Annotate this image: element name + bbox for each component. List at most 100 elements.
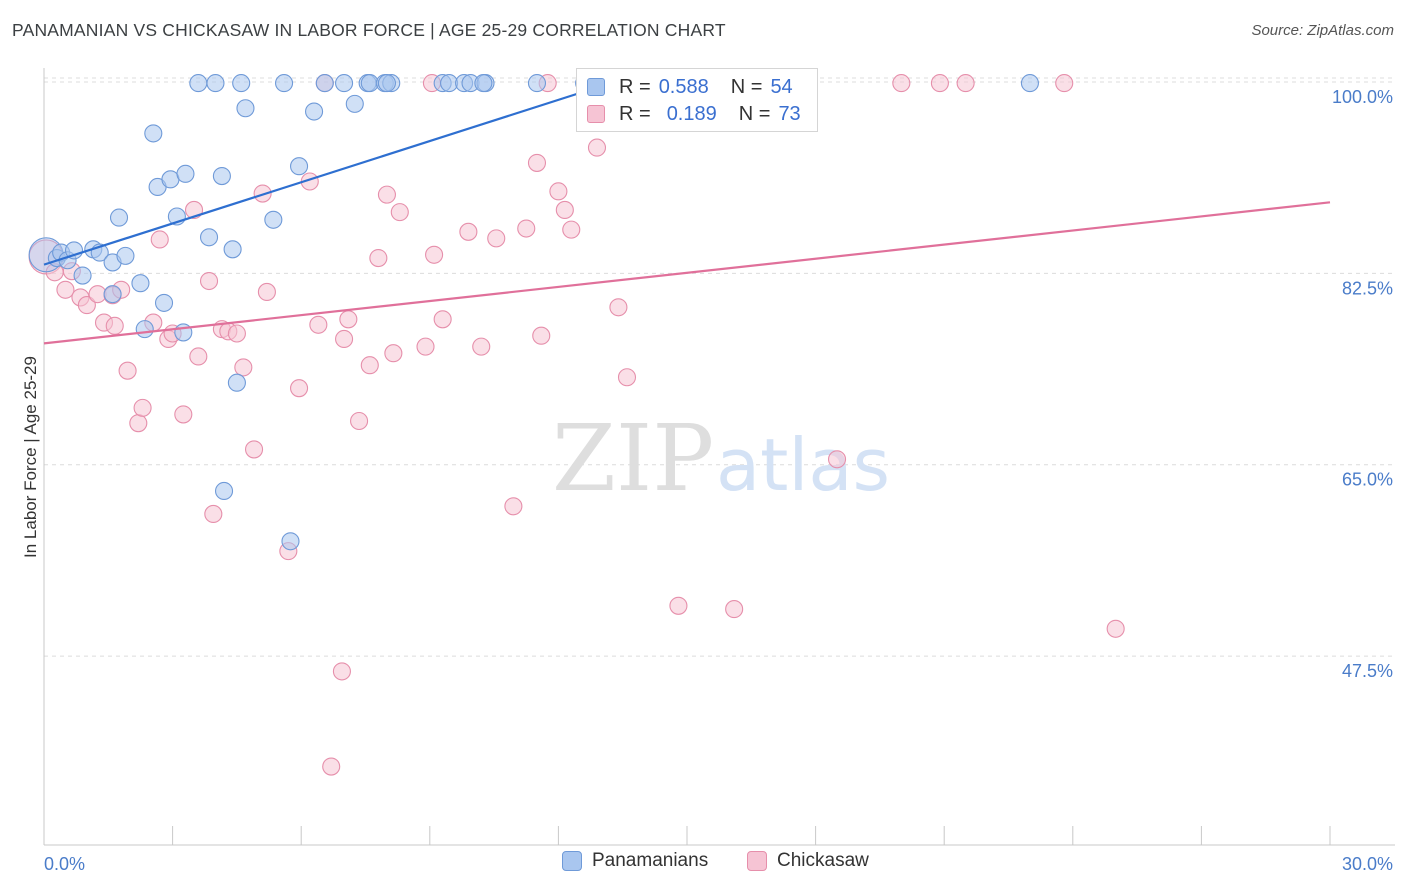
chickasaw-point xyxy=(199,271,219,291)
chickasaw-point xyxy=(133,398,152,417)
chickasaw-point xyxy=(504,497,523,516)
chickasaw-point xyxy=(105,316,124,335)
panamanian-point xyxy=(236,99,255,118)
chickasaw-point xyxy=(609,298,628,317)
panamanian-trend-line xyxy=(43,80,615,266)
chickasaw-point xyxy=(416,337,435,356)
panamanian-point xyxy=(360,74,379,93)
panamanian-point xyxy=(290,157,309,176)
chickasaw-point xyxy=(244,440,264,459)
x-tick-label: 30.0% xyxy=(1342,854,1393,874)
panamanian-point xyxy=(377,74,396,93)
n-label: N = xyxy=(730,75,763,98)
chickasaw-point xyxy=(118,361,137,380)
chickasaw-point xyxy=(150,230,169,249)
chickasaw-point xyxy=(234,358,253,377)
blue-swatch xyxy=(587,78,605,96)
chickasaw-point xyxy=(257,282,276,302)
chickasaw-point xyxy=(555,200,574,219)
chickasaw-trend-line xyxy=(43,201,1331,345)
chickasaw-point xyxy=(77,296,96,315)
chickasaw-point xyxy=(956,74,975,93)
panamanian-point xyxy=(135,320,154,339)
chickasaw-point xyxy=(562,220,581,239)
y-axis-label: In Labor Force | Age 25-29 xyxy=(21,356,40,558)
y-tick-labels: 100.0% 82.5% 65.0% 47.5% xyxy=(1332,87,1393,681)
chickasaw-point xyxy=(377,185,396,204)
panamanian-point xyxy=(345,94,364,113)
watermark: ZIP atlas xyxy=(552,405,890,512)
pink-swatch xyxy=(747,851,767,871)
legend-row-chickasaw: R = 0.189 N = 73 xyxy=(587,101,801,127)
panamanian-point xyxy=(305,102,324,121)
axes xyxy=(43,68,1395,846)
panamanian-point xyxy=(223,240,242,259)
chickasaw-point xyxy=(174,405,193,424)
chickasaw-point xyxy=(335,329,354,349)
y-tick-label: 100.0% xyxy=(1332,87,1393,107)
blue-swatch xyxy=(562,851,582,871)
legend-item-panamanians: Panamanians xyxy=(562,850,708,872)
chickasaw-point xyxy=(384,344,403,363)
chickasaw-point xyxy=(350,411,369,431)
chickasaw-point xyxy=(669,596,688,615)
panamanian-point xyxy=(264,210,283,229)
chickasaw-point xyxy=(725,600,744,619)
chickasaw-point xyxy=(617,368,637,387)
panamanian-point xyxy=(275,74,294,93)
panamanian-point xyxy=(206,74,225,93)
chickasaw-point xyxy=(425,245,444,264)
panamanian-point xyxy=(440,74,459,93)
chickasaw-point xyxy=(369,249,388,268)
x-tick-labels: 0.0% 30.0% xyxy=(44,854,1393,874)
n-label: N = xyxy=(738,102,771,125)
panamanian-point xyxy=(474,74,493,93)
panamanian-point xyxy=(1020,74,1039,93)
chickasaw-point xyxy=(532,326,551,345)
panamanian-point xyxy=(161,170,180,189)
chickasaw-point xyxy=(459,222,478,241)
panamanian-point xyxy=(116,246,135,265)
chickasaw-points xyxy=(28,74,1125,776)
panamanian-point xyxy=(315,74,334,93)
stats-legend: R = 0.588 N = 54 R = 0.189 N = 73 xyxy=(576,68,818,132)
panamanian-point xyxy=(109,208,129,227)
chickasaw-point xyxy=(56,280,75,299)
chickasaw-point xyxy=(472,337,491,356)
chart-title: PANAMANIAN VS CHICKASAW IN LABOR FORCE |… xyxy=(12,20,726,40)
trend-lines xyxy=(43,80,1331,345)
chickasaw-point xyxy=(227,324,246,343)
r-value: 0.189 xyxy=(666,102,717,125)
chickasaw-point xyxy=(1055,74,1074,93)
legend-label: Panamanians xyxy=(592,850,709,871)
panamanian-point xyxy=(232,74,251,93)
chickasaw-point xyxy=(332,662,351,681)
chickasaw-point xyxy=(204,504,223,523)
y-tick-label: 65.0% xyxy=(1342,470,1393,490)
y-tick-label: 82.5% xyxy=(1342,278,1393,298)
panamanian-point xyxy=(144,124,163,143)
n-value: 73 xyxy=(778,102,801,125)
chickasaw-point xyxy=(322,757,341,776)
panamanian-point xyxy=(335,74,354,93)
r-value: 0.588 xyxy=(658,75,709,98)
legend-row-panamanians: R = 0.588 N = 54 xyxy=(587,74,793,100)
chickasaw-point xyxy=(129,414,148,433)
source-label: Source: ZipAtlas.com xyxy=(1251,22,1394,39)
panamanian-point xyxy=(154,293,174,312)
panamanian-point xyxy=(227,373,246,392)
y-tick-label: 47.5% xyxy=(1342,661,1393,681)
chickasaw-point xyxy=(517,219,536,238)
n-value: 54 xyxy=(770,75,793,98)
chickasaw-point xyxy=(189,347,208,366)
chickasaw-point xyxy=(390,203,409,222)
panamanian-point xyxy=(131,274,150,293)
chickasaw-point xyxy=(1106,619,1125,638)
r-label: R = xyxy=(619,102,651,125)
panamanian-point xyxy=(214,481,234,501)
chickasaw-point xyxy=(892,74,911,93)
panamanian-point xyxy=(176,164,195,183)
panamanian-point xyxy=(103,285,122,304)
chickasaw-point xyxy=(433,310,452,329)
